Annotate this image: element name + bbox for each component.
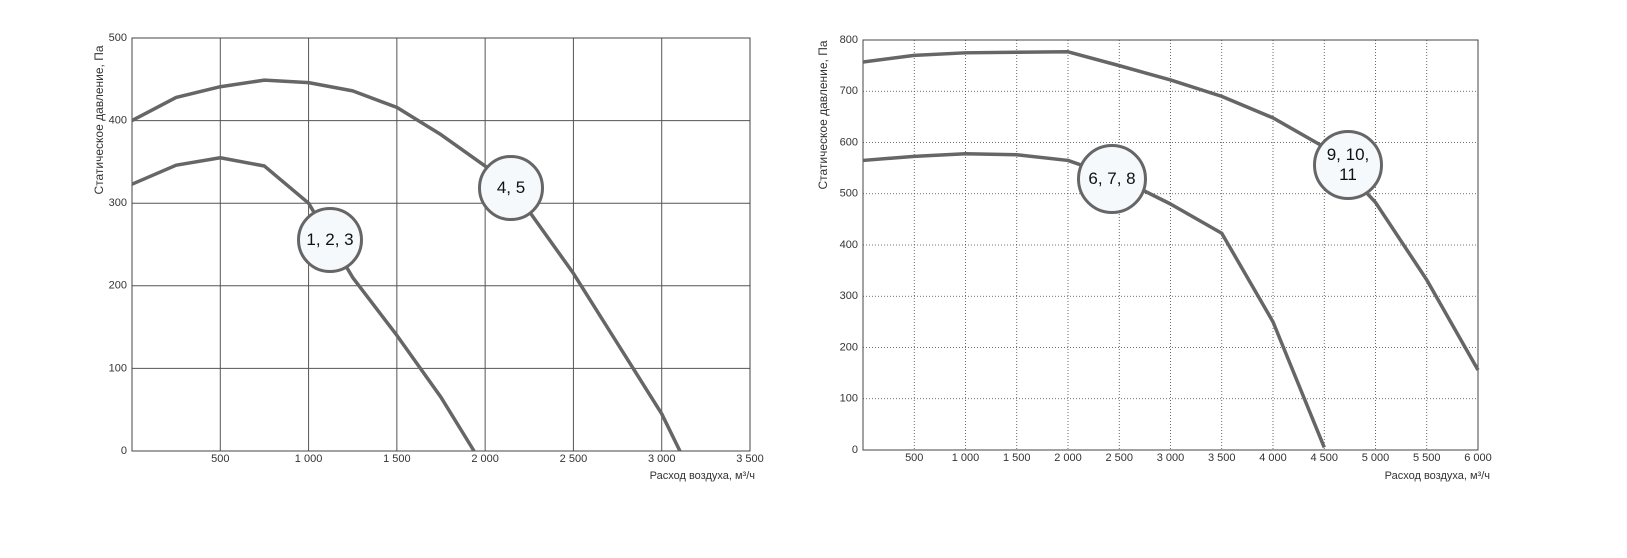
x-tick-label: 3 000: [648, 453, 676, 465]
y-tick-label: 200: [109, 280, 127, 292]
x-tick-label: 2 500: [1105, 452, 1133, 464]
x-tick-label: 1 000: [295, 453, 323, 465]
x-tick-label: 4 000: [1259, 452, 1287, 464]
x-tick-label: 500: [211, 453, 229, 465]
y-axis-title: Статическое давление, Па: [816, 40, 830, 189]
x-tick-label: 5 000: [1362, 452, 1390, 464]
x-axis-title: Расход воздуха, м³/ч: [650, 470, 755, 482]
plot-frame: [131, 37, 751, 452]
x-axis-title: Расход воздуха, м³/ч: [1385, 470, 1490, 482]
y-tick-label: 700: [840, 85, 858, 97]
y-tick-label: 400: [109, 115, 127, 127]
y-tick-label: 600: [840, 136, 858, 148]
y-tick-label: 0: [121, 445, 127, 457]
y-tick-label: 100: [109, 362, 127, 374]
series-label: 1, 2, 3: [297, 207, 363, 273]
x-tick-label: 1 500: [383, 453, 411, 465]
y-tick-label: 300: [109, 197, 127, 209]
curve: [862, 50, 1480, 371]
y-tick-label: 500: [840, 188, 858, 200]
plot-frame: [862, 39, 1479, 451]
curve: [131, 78, 682, 452]
x-tick-label: 1 000: [952, 452, 980, 464]
series-label: 9, 10, 11: [1313, 130, 1383, 200]
x-tick-label: 500: [905, 452, 923, 464]
x-tick-label: 2 500: [560, 453, 588, 465]
x-tick-label: 6 000: [1464, 452, 1492, 464]
x-tick-label: 1 500: [1003, 452, 1031, 464]
x-tick-label: 3 500: [1208, 452, 1236, 464]
series-label: 4, 5: [478, 155, 544, 221]
curve: [131, 156, 476, 452]
x-tick-label: 5 500: [1413, 452, 1441, 464]
y-tick-label: 200: [840, 341, 858, 353]
x-tick-label: 2 000: [1054, 452, 1082, 464]
x-tick-label: 3 000: [1157, 452, 1185, 464]
y-axis-title: Статическое давление, Па: [92, 45, 106, 194]
x-tick-label: 2 000: [471, 453, 499, 465]
y-tick-label: 100: [840, 393, 858, 405]
y-tick-label: 800: [840, 34, 858, 46]
y-tick-label: 0: [852, 444, 858, 456]
x-tick-label: 4 500: [1310, 452, 1338, 464]
y-tick-label: 300: [840, 290, 858, 302]
y-tick-label: 400: [840, 239, 858, 251]
x-tick-label: 3 500: [736, 453, 764, 465]
series-label: 6, 7, 8: [1077, 144, 1147, 214]
y-tick-label: 500: [109, 32, 127, 44]
